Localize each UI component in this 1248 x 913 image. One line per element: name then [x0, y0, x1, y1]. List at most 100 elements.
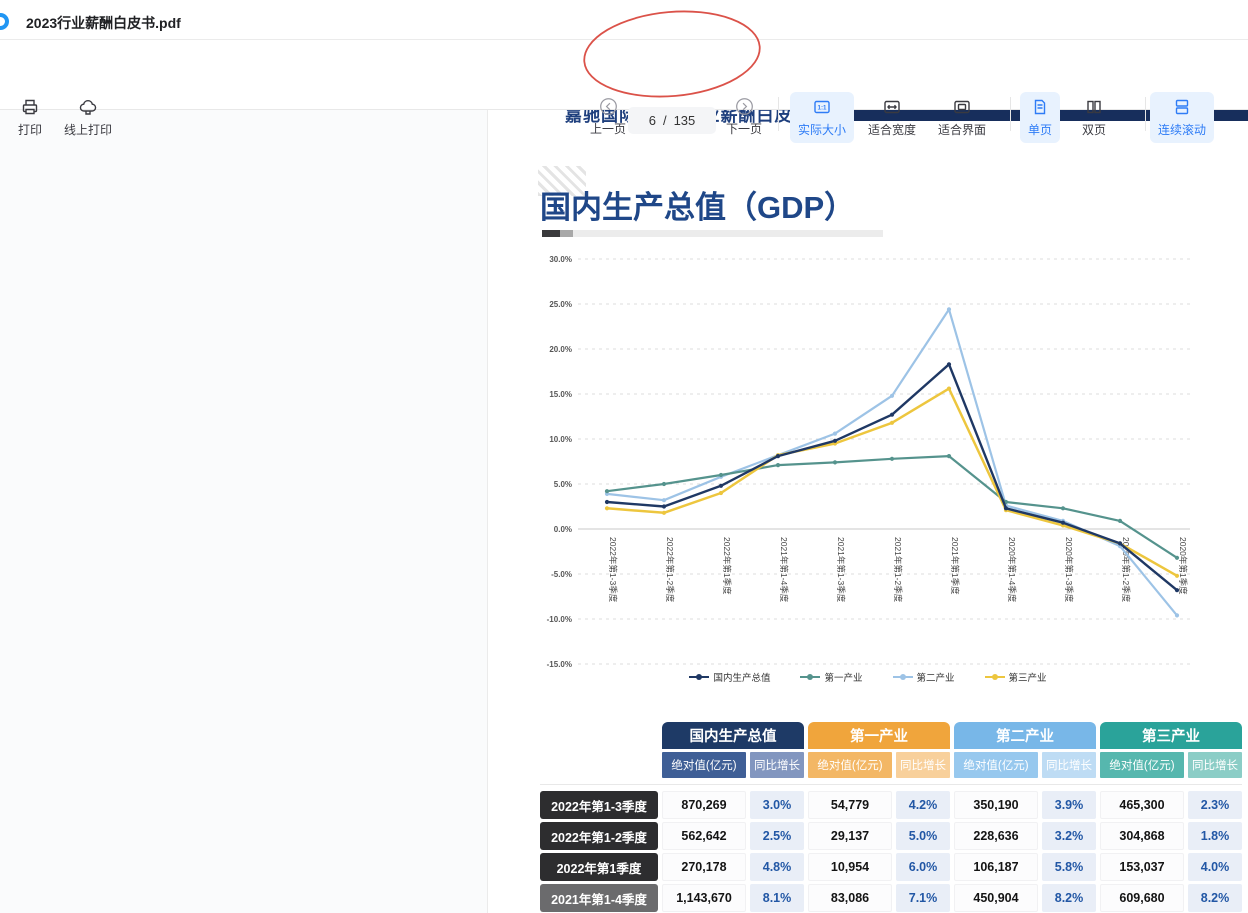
data-point: [604, 506, 610, 511]
table-value-cell: 350,190: [954, 791, 1038, 819]
data-point: [718, 483, 724, 488]
legend-marker-icon: [800, 673, 821, 681]
table-growth-cell: 5.8%: [1042, 853, 1096, 881]
table-value-cell: 304,868: [1100, 822, 1184, 850]
actual-size-button[interactable]: 1:1 实际大小: [790, 92, 855, 143]
double-page-icon: [1084, 97, 1104, 117]
table-corner-spacer: [540, 722, 658, 749]
legend-label: 第一产业: [824, 673, 863, 684]
table-value-cell: 83,086: [808, 884, 892, 912]
table-group-header: 国内生产总值: [662, 722, 804, 749]
data-point: [661, 504, 667, 509]
prev-page-button[interactable]: 上一页: [586, 95, 630, 139]
next-page-button[interactable]: 下一页: [722, 95, 766, 139]
x-axis-tick: 2020年第1-3季度: [1064, 537, 1074, 603]
online-print-button[interactable]: 线上打印: [56, 92, 120, 143]
table-row-label: 2022年第1季度: [540, 853, 658, 881]
y-axis-tick: 10.0%: [549, 435, 572, 444]
y-axis-tick: 5.0%: [554, 480, 572, 489]
page-current: 6: [648, 113, 656, 128]
table-value-cell: 153,037: [1100, 853, 1184, 881]
x-axis-tick: 2021年第1季度: [950, 537, 960, 595]
y-axis-tick: -5.0%: [551, 570, 572, 579]
page-number-box[interactable]: 6 / 135: [628, 107, 716, 134]
printer-icon: [20, 97, 40, 117]
data-point: [889, 456, 895, 461]
table-value-cell: 270,178: [662, 853, 746, 881]
data-point: [775, 463, 781, 468]
pdf-page: 嘉驰国际 2023行业薪酬白皮书 国内生产总值（GDP） 30.0% 25.0% 2…: [488, 110, 1248, 913]
continuous-scroll-label: 连续滚动: [1158, 123, 1207, 137]
data-point: [832, 460, 838, 465]
series-line: [606, 363, 1178, 592]
legend-marker-icon: [984, 673, 1005, 681]
fit-page-button[interactable]: 适合界面: [930, 92, 994, 143]
page-title: 国内生产总值（GDP）: [540, 190, 856, 225]
table-row-label: 2022年第1-2季度: [540, 822, 658, 850]
fit-width-icon: [882, 97, 902, 117]
table-subheader-absolute: 绝对值(亿元): [662, 752, 746, 778]
data-point: [946, 362, 952, 367]
table-value-cell: 1,143,670: [662, 884, 746, 912]
actual-size-label: 实际大小: [798, 123, 847, 137]
data-point: [1174, 555, 1180, 560]
data-point: [889, 393, 895, 398]
y-axis-tick: 15.0%: [549, 390, 572, 399]
chart-legend: 国内生产总值 第一产业 第二产业 第三产业: [528, 670, 1208, 684]
y-axis-tick: 20.0%: [549, 345, 572, 354]
chevron-right-circle-icon: [735, 97, 754, 116]
legend-item: 第三产业: [984, 670, 1047, 684]
table-growth-cell: 4.8%: [750, 853, 804, 881]
gdp-data-table: 国内生产总值 第一产业 第二产业 第三产业 绝对值(亿元) 同比增长 绝对值(亿元) 同比增长…: [540, 722, 1242, 913]
legend-label: 第三产业: [1008, 673, 1047, 684]
table-value-cell: 609,680: [1100, 884, 1184, 912]
print-label: 打印: [18, 123, 43, 137]
data-point: [718, 490, 724, 496]
viewer-background: [0, 110, 488, 913]
single-page-button[interactable]: 单页: [1020, 92, 1061, 143]
table-group-header: 第一产业: [808, 722, 950, 749]
table-subheader-absolute: 绝对值(亿元): [808, 752, 892, 778]
chevron-left-circle-icon: [599, 97, 618, 116]
table-growth-cell: 8.1%: [750, 884, 804, 912]
data-point: [604, 499, 610, 505]
table-growth-cell: 3.2%: [1042, 822, 1096, 850]
fit-width-label: 适合宽度: [868, 123, 917, 137]
x-axis-tick: 2021年第1-2季度: [893, 537, 903, 603]
data-point: [661, 510, 667, 515]
data-point: [775, 454, 781, 459]
table-growth-cell: 2.3%: [1188, 791, 1242, 819]
table-growth-cell: 6.0%: [896, 853, 950, 881]
fit-width-button[interactable]: 适合宽度: [860, 92, 924, 143]
table-growth-cell: 3.9%: [1042, 791, 1096, 819]
x-axis-tick: 2022年第1季度: [722, 537, 732, 595]
table-value-cell: 450,904: [954, 884, 1038, 912]
data-point: [604, 489, 610, 494]
x-axis-tick: 2021年第1-3季度: [836, 537, 846, 603]
data-point: [1174, 588, 1180, 593]
y-axis-tick: -15.0%: [547, 660, 572, 669]
page-total: 135: [673, 113, 696, 128]
continuous-scroll-button[interactable]: 连续滚动: [1150, 92, 1215, 143]
table-value-cell: 562,642: [662, 822, 746, 850]
print-button[interactable]: 打印: [10, 92, 50, 143]
legend-label: 国内生产总值: [713, 673, 771, 684]
series-line: [606, 308, 1178, 617]
single-page-label: 单页: [1028, 123, 1053, 137]
table-subheader-growth: 同比增长: [1188, 752, 1242, 778]
fit-page-icon: [952, 97, 972, 117]
x-axis-tick: 2021年第1-4季度: [779, 537, 789, 603]
double-page-button[interactable]: 双页: [1074, 92, 1114, 143]
page-separator: /: [662, 113, 667, 128]
legend-marker-icon: [892, 673, 913, 681]
table-growth-cell: 8.2%: [1188, 884, 1242, 912]
table-value-cell: 54,779: [808, 791, 892, 819]
double-page-label: 双页: [1082, 123, 1107, 137]
svg-text:1:1: 1:1: [818, 105, 828, 112]
table-row-label: 2022年第1-3季度: [540, 791, 658, 819]
data-point: [889, 420, 895, 425]
y-axis-tick: 0.0%: [554, 525, 572, 534]
legend-label: 第二产业: [916, 673, 955, 684]
data-point: [1174, 613, 1180, 618]
table-row-label: 2021年第1-4季度: [540, 884, 658, 912]
